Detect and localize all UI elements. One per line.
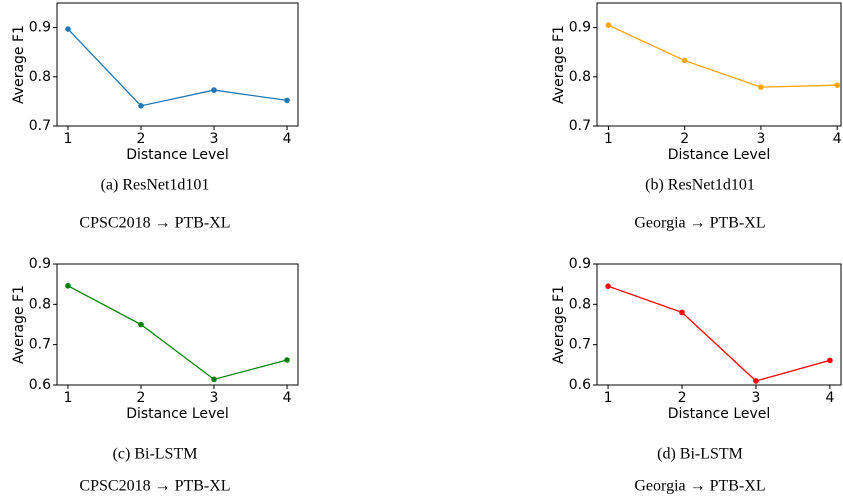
subcaption: CPSC2018 → PTB-XL (79, 215, 230, 232)
point (827, 357, 833, 364)
point (679, 309, 685, 316)
subcaption: Georgia → PTB-XL (634, 478, 765, 495)
y-tick-label: 0.7 (29, 118, 51, 134)
x-tick-label: 2 (678, 390, 687, 406)
point (211, 376, 217, 383)
y-tick-label: 0.9 (569, 20, 591, 36)
line (67, 28, 288, 107)
x-axis-label: Distance Level (668, 406, 771, 422)
y-axis-label: Average F1 (11, 25, 27, 104)
point (65, 26, 71, 32)
y-tick-label: 0.9 (29, 256, 51, 272)
plot-frame (596, 2, 842, 127)
point (284, 97, 290, 104)
y-axis-label: Average F1 (551, 285, 567, 364)
y-tick-label: 0.7 (569, 337, 591, 353)
plot-frame (596, 263, 842, 386)
caption: (d) Bi-LSTM (657, 446, 743, 463)
y-tick-label: 0.8 (569, 69, 591, 85)
x-tick-label: 1 (604, 390, 613, 406)
x-tick-label: 1 (63, 131, 72, 147)
x-tick-label: 3 (210, 390, 219, 406)
plot-frame (56, 2, 299, 127)
line (608, 24, 838, 88)
x-tick-label: 2 (137, 131, 146, 147)
y-tick-label: 0.8 (29, 69, 51, 85)
x-tick-label: 3 (756, 131, 765, 147)
y-axis-label: Average F1 (551, 25, 567, 104)
point (605, 283, 611, 289)
y-tick-label: 0.8 (29, 296, 51, 312)
point (65, 282, 71, 289)
x-tick-label: 1 (604, 131, 613, 147)
subcaption: Georgia → PTB-XL (634, 215, 765, 232)
point (211, 87, 217, 93)
x-tick-label: 3 (210, 131, 219, 147)
x-axis-label: Distance Level (126, 406, 229, 422)
y-tick-label: 0.8 (569, 296, 591, 312)
caption: (c) Bi-LSTM (113, 446, 198, 463)
x-tick-label: 2 (137, 390, 146, 406)
point (138, 103, 144, 109)
y-tick-label: 0.7 (29, 337, 51, 353)
x-axis-label: Distance Level (668, 147, 771, 163)
point (753, 378, 759, 384)
subcaption: CPSC2018 → PTB-XL (79, 478, 230, 495)
caption: (b) ResNet1d101 (645, 177, 755, 194)
y-axis-label: Average F1 (11, 285, 27, 364)
point (138, 321, 144, 328)
plot-frame (56, 263, 299, 386)
x-tick-label: 4 (825, 390, 834, 406)
x-tick-label: 2 (680, 131, 689, 147)
x-tick-label: 3 (752, 390, 761, 406)
point (758, 84, 764, 90)
point (605, 22, 612, 28)
x-tick-label: 4 (833, 131, 842, 147)
x-tick-label: 1 (63, 390, 72, 406)
x-tick-label: 4 (283, 390, 292, 406)
point (681, 57, 688, 64)
caption: (a) ResNet1d101 (101, 177, 210, 194)
y-tick-label: 0.7 (569, 118, 591, 134)
line (67, 285, 288, 381)
line (607, 285, 831, 382)
x-tick-label: 4 (283, 131, 292, 147)
x-axis-label: Distance Level (126, 147, 229, 163)
y-tick-label: 0.9 (569, 256, 591, 272)
y-tick-label: 0.6 (569, 377, 591, 393)
y-tick-label: 0.9 (29, 20, 51, 36)
point (834, 82, 840, 88)
point (284, 357, 290, 363)
y-tick-label: 0.6 (29, 377, 51, 393)
